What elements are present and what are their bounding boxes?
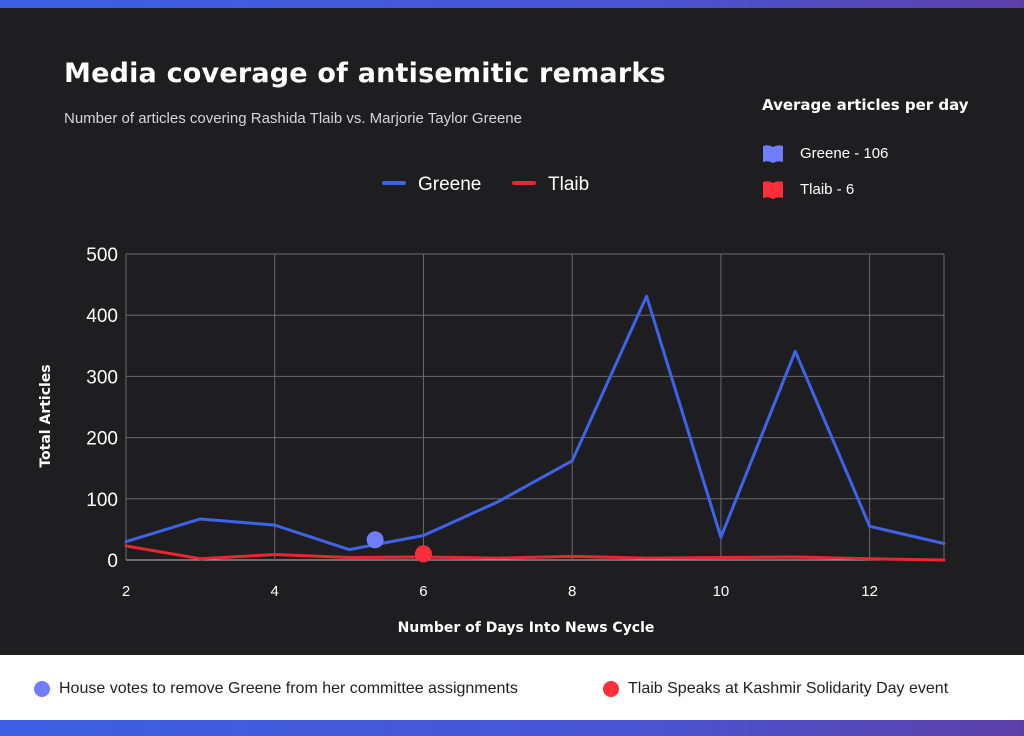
averages-box: Average articles per day Greene - 106 Tl… <box>762 96 969 199</box>
legend-label-tlaib: Tlaib <box>548 174 589 195</box>
chart-grid <box>125 253 945 561</box>
line-chart: Greene Tlaib 0 100 200 300 400 500 2 4 6 8 10 12 Num… <box>38 174 946 636</box>
average-tlaib: Tlaib - 6 <box>762 178 854 200</box>
x-tick-label-6: 6 <box>419 583 427 600</box>
footer-item-tlaib-speech: Tlaib Speaks at Kashmir Solidarity Day e… <box>603 680 948 698</box>
book-icon-shape <box>763 145 783 163</box>
y-tick-label-500: 500 <box>86 245 118 266</box>
chart-subtitle: Number of articles covering Rashida Tlai… <box>64 110 522 127</box>
footer-label-greene: House votes to remove Greene from her co… <box>59 680 518 697</box>
y-tick-label-400: 400 <box>86 306 118 327</box>
footer-item-greene-vote: House votes to remove Greene from her co… <box>34 680 518 698</box>
average-greene: Greene - 106 <box>762 142 888 164</box>
event-marker-greene-vote <box>366 531 384 549</box>
top-accent-bar <box>0 0 1024 8</box>
legend-label-greene: Greene <box>418 174 481 195</box>
footer-label-tlaib: Tlaib Speaks at Kashmir Solidarity Day e… <box>628 680 949 697</box>
y-tick-label-100: 100 <box>86 490 118 511</box>
annotation-footer: House votes to remove Greene from her co… <box>0 655 1024 720</box>
x-tick-label-10: 10 <box>713 583 730 600</box>
x-tick-label-4: 4 <box>271 583 279 600</box>
footer-dot-tlaib <box>603 681 619 697</box>
bottom-accent-bar <box>0 720 1024 736</box>
y-axis-label: Total Articles <box>38 364 54 467</box>
footer-dot-greene <box>34 681 50 697</box>
book-icon-shape <box>763 181 783 199</box>
book-icon <box>763 145 783 163</box>
chart-legend: Greene Tlaib <box>382 174 589 195</box>
event-marker-tlaib-speech <box>414 545 432 563</box>
book-icon <box>763 181 783 199</box>
y-tick-label-0: 0 <box>107 551 118 572</box>
chart-panel <box>0 8 1024 655</box>
x-tick-label-8: 8 <box>568 583 576 600</box>
x-tick-label-12: 12 <box>861 583 878 600</box>
x-axis-label: Number of Days Into News Cycle <box>398 620 655 636</box>
x-tick-label-2: 2 <box>122 583 130 600</box>
chart-ticks: 0 100 200 300 400 500 2 4 6 8 10 12 <box>86 245 878 600</box>
chart-lines <box>124 294 946 562</box>
chart-title: Media coverage of antisemitic remarks <box>64 58 666 89</box>
y-tick-label-200: 200 <box>86 429 118 450</box>
average-greene-label: Greene - 106 <box>800 144 889 162</box>
chart-event-markers <box>366 531 432 563</box>
averages-title: Average articles per day <box>762 96 969 114</box>
y-tick-label-300: 300 <box>86 367 118 388</box>
series-line-tlaib <box>124 544 946 562</box>
series-line-greene <box>124 294 946 552</box>
average-tlaib-label: Tlaib - 6 <box>800 180 855 198</box>
